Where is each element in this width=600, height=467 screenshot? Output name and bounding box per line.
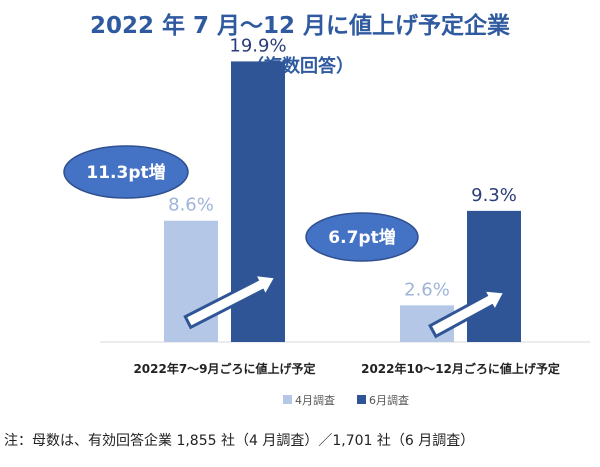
data-label: 9.3% [471, 185, 517, 206]
callout-ellipse [305, 212, 419, 262]
legend-label: 4月調査 [295, 393, 335, 407]
x-tick-label: 2022年7～9月ごろに値上げ予定 [133, 361, 315, 376]
data-label: 8.6% [168, 195, 214, 216]
callout-label: 11.3pt増 [86, 162, 165, 183]
bar-june-1 [467, 210, 521, 342]
callout-label: 6.7pt増 [328, 227, 395, 248]
x-tick-label: 2022年10～12月ごろに値上げ予定 [361, 361, 560, 376]
legend-label: 6月調査 [369, 393, 409, 407]
footnote: 注：母数は、有効回答企業 1,855 社（4 月調査）／1,701 社（6 月調… [4, 433, 475, 449]
legend-swatch [283, 395, 292, 404]
data-label: 2.6% [404, 279, 450, 300]
legend-swatch [357, 395, 366, 404]
chart-title: 2022 年 7 月〜12 月に値上げ予定企業 [89, 13, 511, 39]
increase-arrow-2 [428, 288, 508, 339]
callout-ellipse [63, 145, 189, 199]
data-label: 19.9% [229, 35, 286, 56]
increase-arrow-1 [183, 272, 279, 330]
